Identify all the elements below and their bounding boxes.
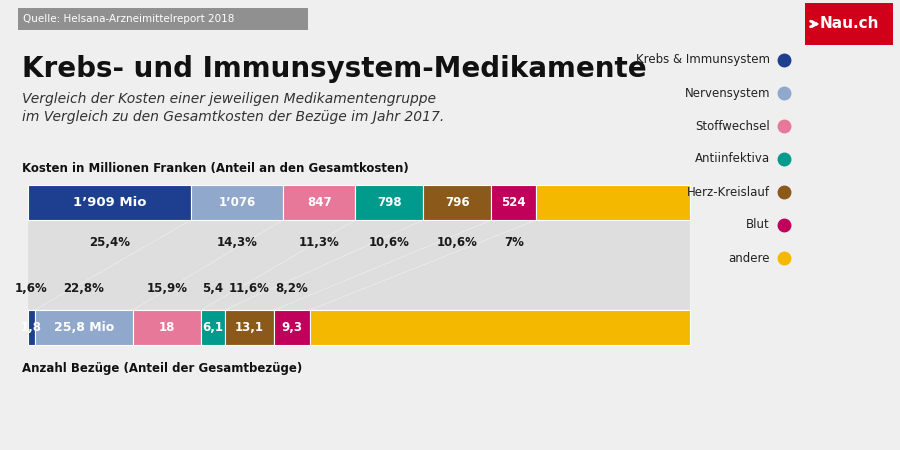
Text: Krebs- und Immunsystem-Medikamente: Krebs- und Immunsystem-Medikamente <box>22 55 646 83</box>
Bar <box>491 185 536 220</box>
Text: 18: 18 <box>159 321 176 334</box>
Text: 10,6%: 10,6% <box>437 235 478 248</box>
Bar <box>274 310 310 345</box>
Text: Vergleich der Kosten einer jeweiligen Medikamentengruppe: Vergleich der Kosten einer jeweiligen Me… <box>22 92 436 106</box>
Bar <box>133 310 202 345</box>
Text: 1’076: 1’076 <box>219 196 256 209</box>
Text: 1,8: 1,8 <box>21 321 42 334</box>
Polygon shape <box>35 220 283 310</box>
Text: 5,4: 5,4 <box>202 282 223 294</box>
Text: Krebs & Immunsystem: Krebs & Immunsystem <box>636 54 770 67</box>
Text: 14,3%: 14,3% <box>217 235 257 248</box>
Text: Nau.ch: Nau.ch <box>819 17 878 32</box>
Text: 25,4%: 25,4% <box>89 235 130 248</box>
Text: 11,6%: 11,6% <box>230 282 270 294</box>
Text: Quelle: Helsana-Arzneimittelreport 2018: Quelle: Helsana-Arzneimittelreport 2018 <box>23 14 234 24</box>
Bar <box>28 185 191 220</box>
Bar <box>283 185 356 220</box>
Polygon shape <box>133 220 356 310</box>
Text: 11,3%: 11,3% <box>299 235 339 248</box>
Polygon shape <box>310 220 690 310</box>
Polygon shape <box>225 220 491 310</box>
Text: 10,6%: 10,6% <box>369 235 410 248</box>
Text: 847: 847 <box>307 196 331 209</box>
Text: 1,6%: 1,6% <box>15 282 48 294</box>
Text: 9,3: 9,3 <box>282 321 302 334</box>
Bar <box>35 310 133 345</box>
Bar <box>310 310 690 345</box>
Text: 524: 524 <box>501 196 526 209</box>
Text: 8,2%: 8,2% <box>275 282 309 294</box>
Text: andere: andere <box>728 252 770 265</box>
Polygon shape <box>274 220 536 310</box>
Text: 796: 796 <box>446 196 470 209</box>
Text: Kosten in Millionen Franken (Anteil an den Gesamtkosten): Kosten in Millionen Franken (Anteil an d… <box>22 162 409 175</box>
Bar <box>356 185 424 220</box>
Text: Anzahl Bezüge (Anteil der Gesamtbezüge): Anzahl Bezüge (Anteil der Gesamtbezüge) <box>22 362 302 375</box>
Text: 1’909 Mio: 1’909 Mio <box>73 196 147 209</box>
Text: Stoffwechsel: Stoffwechsel <box>695 120 770 132</box>
Bar <box>191 185 283 220</box>
Text: 13,1: 13,1 <box>235 321 264 334</box>
Text: 22,8%: 22,8% <box>64 282 104 294</box>
Bar <box>18 8 308 30</box>
Text: 6,1: 6,1 <box>202 321 223 334</box>
Text: im Vergleich zu den Gesamtkosten der Bezüge im Jahr 2017.: im Vergleich zu den Gesamtkosten der Bez… <box>22 110 445 124</box>
Polygon shape <box>812 20 819 28</box>
Bar <box>28 310 35 345</box>
Bar <box>424 185 491 220</box>
Text: Blut: Blut <box>746 219 770 231</box>
Text: 25,8 Mio: 25,8 Mio <box>54 321 114 334</box>
Text: 7%: 7% <box>504 235 524 248</box>
Text: 15,9%: 15,9% <box>147 282 188 294</box>
Bar <box>202 310 225 345</box>
Bar <box>536 185 690 220</box>
Bar <box>805 3 893 45</box>
Polygon shape <box>28 220 191 310</box>
Polygon shape <box>202 220 424 310</box>
Text: Nervensystem: Nervensystem <box>685 86 770 99</box>
Text: 798: 798 <box>377 196 401 209</box>
Text: Herz-Kreislauf: Herz-Kreislauf <box>687 185 770 198</box>
Bar <box>225 310 274 345</box>
Text: Antiinfektiva: Antiinfektiva <box>695 153 770 166</box>
